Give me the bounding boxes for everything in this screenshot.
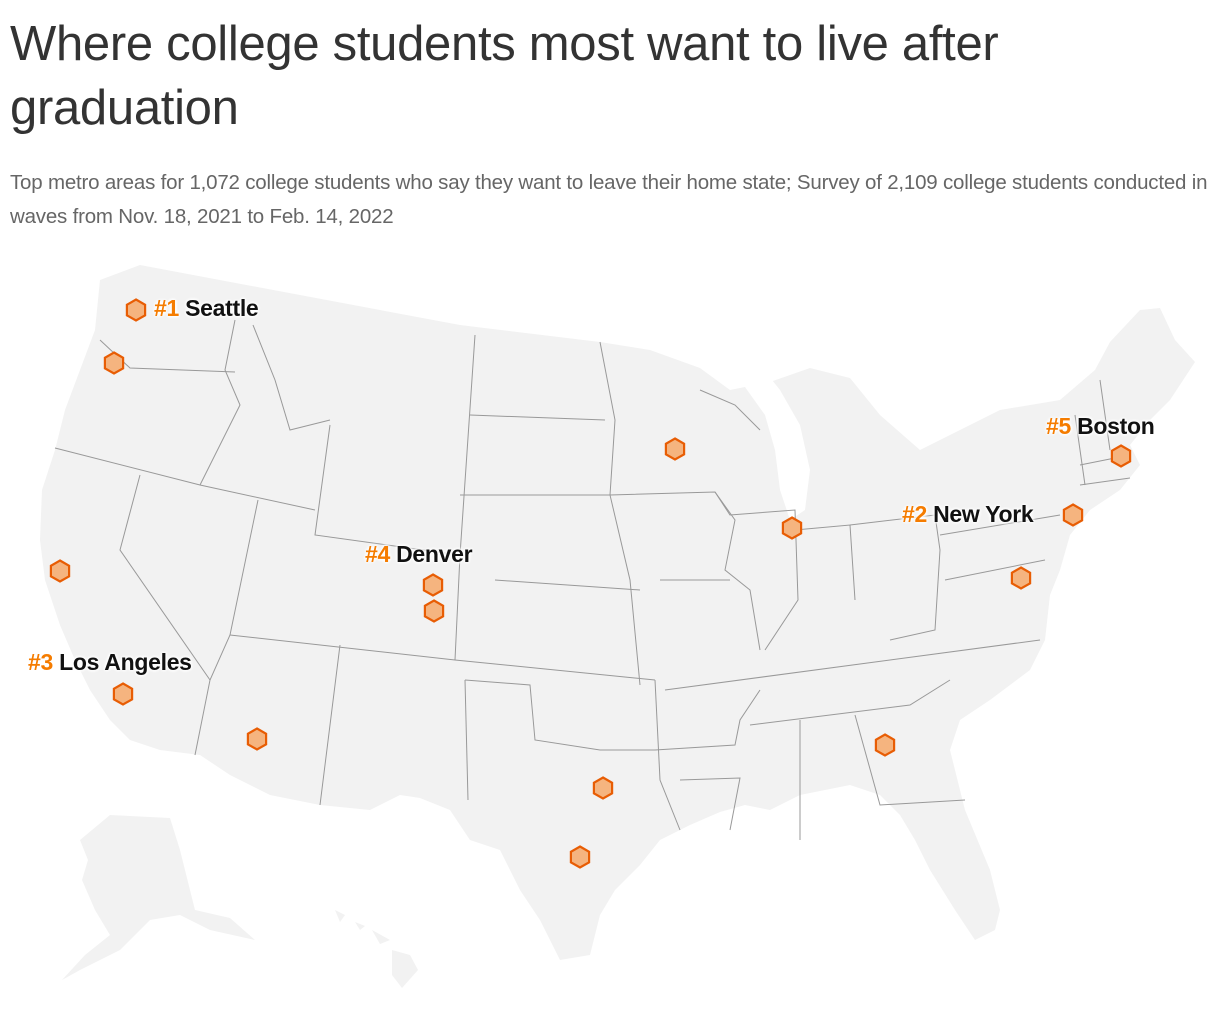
hawaii-islands-small (335, 910, 390, 944)
rank-text: #3 (28, 649, 53, 675)
us-map-svg (40, 265, 1195, 988)
rank-text: #4 (365, 541, 390, 567)
hawaii-island (392, 950, 418, 988)
alaska-land (62, 815, 255, 980)
hexagon-marker-icon-minneapolis (664, 437, 686, 461)
hexagon-marker-icon-colorado-springs (423, 599, 445, 623)
rank-text: #5 (1046, 413, 1071, 439)
page-title: Where college students most want to live… (10, 17, 999, 135)
rank-text: #2 (902, 501, 927, 527)
hexagon-marker-icon-dallas (592, 776, 614, 800)
contiguous-us-land (40, 265, 1195, 960)
lake-michigan (740, 365, 810, 520)
us-map (0, 250, 1220, 1016)
hexagon-marker-icon-denver (422, 573, 444, 597)
hexagon-marker-icon-seattle (125, 298, 147, 322)
hexagon-marker-icon-chicago (781, 516, 803, 540)
hexagon-marker-icon-san-francisco (49, 559, 71, 583)
label-new-york: #2 New York (902, 500, 1034, 528)
hexagon-marker-icon-new-york (1062, 503, 1084, 527)
label-los-angeles: #3 Los Angeles (28, 648, 192, 676)
rank-text: #1 (154, 295, 179, 321)
hexagon-marker-icon-austin (569, 845, 591, 869)
city-text: New York (933, 501, 1034, 527)
city-text: Seattle (185, 295, 259, 321)
city-text: Los Angeles (59, 649, 192, 675)
city-markers (49, 298, 1132, 869)
hexagon-marker-icon-washington-dc (1010, 566, 1032, 590)
city-text: Denver (396, 541, 473, 567)
page-subtitle: Top metro areas for 1,072 college studen… (10, 171, 1208, 228)
state-borders (54, 319, 1131, 840)
city-text: Boston (1077, 413, 1155, 439)
label-seattle: #1 Seattle (154, 294, 259, 322)
label-denver: #4 Denver (365, 540, 473, 568)
hexagon-marker-icon-los-angeles (112, 682, 134, 706)
hexagon-marker-icon-phoenix (246, 727, 268, 751)
label-boston: #5 Boston (1046, 412, 1155, 440)
hexagon-marker-icon-atlanta (874, 733, 896, 757)
hexagon-marker-icon-portland (103, 351, 125, 375)
hexagon-marker-icon-boston (1110, 444, 1132, 468)
